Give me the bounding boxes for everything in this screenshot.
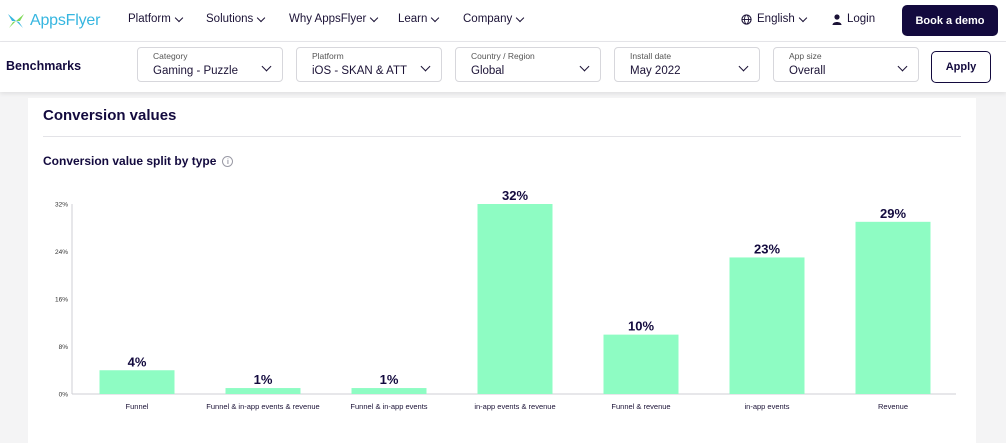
bar-data-label: 1% [380,372,399,387]
user-icon [832,13,842,25]
chevron-down-icon [261,61,272,72]
category-value: Gaming - Puzzle [153,65,239,77]
book-demo-button[interactable]: Book a demo [902,5,998,36]
chevron-down-icon [579,61,590,72]
bar [603,334,679,394]
install-date-select[interactable]: Install date May 2022 [614,47,760,82]
y-tick-label: 8% [59,344,69,351]
category-select[interactable]: Category Gaming - Puzzle [137,47,283,82]
country-region-value: Global [471,65,505,77]
language-selector[interactable]: English [741,13,807,25]
bar-data-label: 23% [754,241,780,256]
nav-company-label: Company [463,13,513,25]
language-label: English [757,13,795,25]
benchmarks-title: Benchmarks [6,59,82,73]
chevron-down-icon [431,13,440,22]
country-region-select[interactable]: Country / Region Global [455,47,601,82]
nav-learn[interactable]: Learn [398,13,440,25]
apply-button[interactable]: Apply [931,51,991,83]
chart-subtitle-text: Conversion value split by type [43,154,217,168]
y-tick-label: 24% [55,249,68,256]
chevron-down-icon [257,13,266,22]
x-category-label: in-app events [744,402,789,411]
platform-select[interactable]: Platform iOS - SKAN & ATT [296,47,442,82]
nav-why-appsflyer[interactable]: Why AppsFlyer [289,13,379,25]
chevron-down-icon [798,13,807,22]
bar-data-label: 32% [502,188,528,203]
install-date-label: Install date [630,51,672,61]
x-category-label: Funnel & in-app events [350,402,427,411]
x-category-label: Funnel [126,402,149,411]
bar [99,370,175,394]
info-icon[interactable]: i [222,155,234,167]
platform-label: Platform [312,51,344,61]
app-size-select[interactable]: App size Overall [773,47,919,82]
country-region-label: Country / Region [471,51,535,61]
bar [351,388,427,394]
section-title: Conversion values [43,107,177,124]
chevron-down-icon [420,61,431,72]
y-tick-label: 0% [59,392,69,399]
chevron-down-icon [738,61,749,72]
conversion-values-card: Conversion values Conversion value split… [28,98,976,443]
category-label: Category [153,51,188,61]
chart-subtitle: Conversion value split by type i [43,154,234,168]
chevron-down-icon [515,13,525,22]
bar-data-label: 29% [880,206,906,221]
x-category-label: Funnel & in-app events & revenue [206,402,319,411]
chevron-down-icon [174,13,184,22]
install-date-value: May 2022 [630,65,681,77]
y-tick-label: 16% [55,297,68,304]
bar-data-label: 10% [628,319,654,334]
nav-solutions-label: Solutions [206,13,254,25]
nav-platform-label: Platform [128,13,171,25]
chevron-down-icon [370,13,379,22]
chevron-down-icon [897,61,908,72]
nav-solutions[interactable]: Solutions [206,13,266,25]
x-category-label: Funnel & revenue [611,402,670,411]
nav-company[interactable]: Company [463,13,525,25]
bar [225,388,301,394]
nav-why-label: Why AppsFlyer [289,13,367,25]
conversion-value-bar-chart: 0% 8% 16% 24% 32% 4% Funnel 1% Funnel & in-app e… [55,188,956,411]
logo-text: AppsFlyer [30,12,101,29]
bar-data-label: 1% [254,372,273,387]
appsflyer-logo-icon [8,14,24,28]
y-tick-label: 32% [55,202,68,209]
x-category-label: Revenue [878,402,908,411]
app-size-value: Overall [789,65,826,77]
nav-learn-label: Learn [398,13,428,25]
bar [477,204,553,394]
bar-data-label: 4% [128,354,147,369]
login-link[interactable]: Login [832,13,875,25]
section-divider [43,136,961,137]
appsflyer-logo[interactable]: AppsFlyer [6,10,100,32]
filter-bar: Benchmarks Category Gaming - Puzzle Plat… [0,42,1006,92]
top-nav: AppsFlyer Platform Solutions Why AppsFly… [0,0,1006,42]
nav-platform[interactable]: Platform [128,13,184,25]
platform-value: iOS - SKAN & ATT [312,65,407,77]
x-category-label: in-app events & revenue [474,402,555,411]
globe-icon [741,13,752,25]
bar [855,221,931,394]
bar [729,257,805,394]
login-label: Login [847,13,876,25]
app-size-label: App size [789,51,822,61]
